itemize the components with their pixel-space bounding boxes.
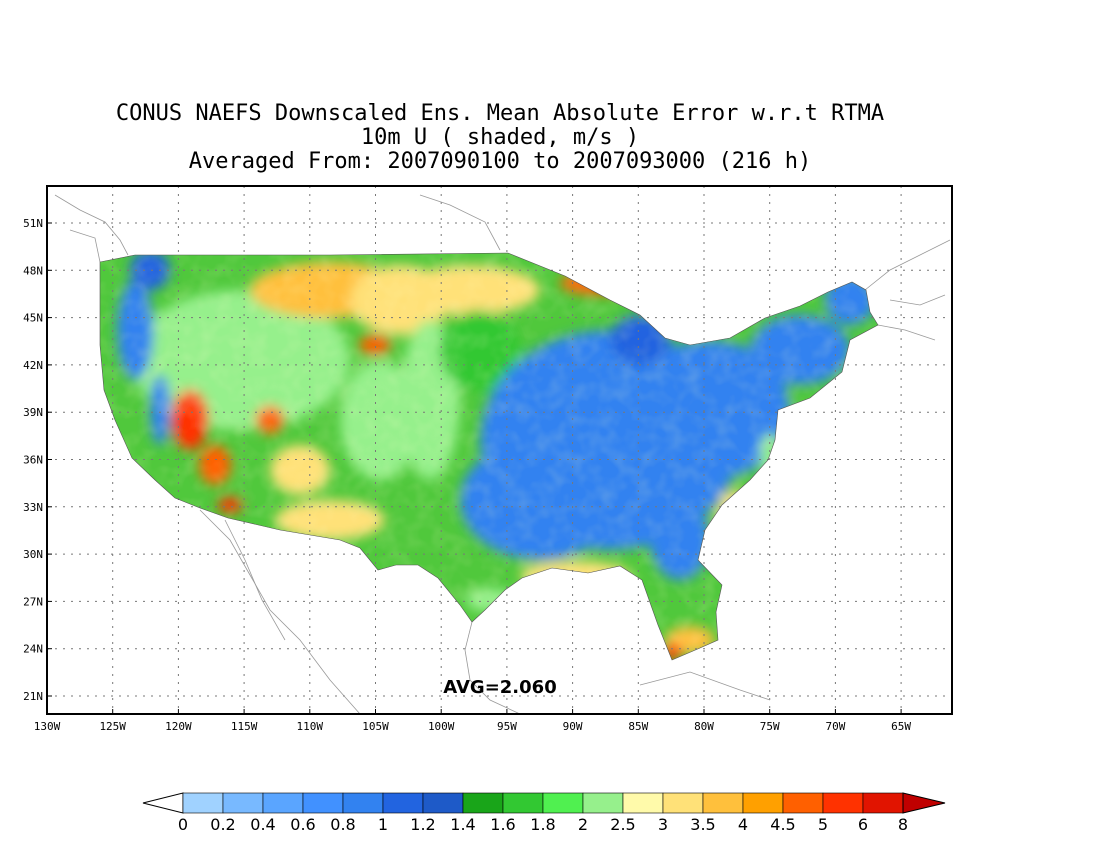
colorbar-label: 0.2 <box>210 815 235 834</box>
lon-tick-label: 85W <box>628 720 648 733</box>
colorbar-swatch <box>262 792 304 814</box>
lat-tick-label: 48N <box>23 264 43 277</box>
colorbar-swatch <box>622 792 664 814</box>
lat-tick-label: 21N <box>23 690 43 703</box>
lon-tick-label: 125W <box>99 720 126 733</box>
lat-tick-label: 36N <box>23 454 43 467</box>
colorbar-swatch <box>582 792 624 814</box>
chart-averaging-period: Averaged From: 2007090100 to 2007093000 … <box>188 149 812 174</box>
shaded-error-field <box>100 253 878 660</box>
colorbar-swatch <box>502 792 544 814</box>
lat-tick-label: 51N <box>23 217 43 230</box>
colorbar-swatch <box>542 792 584 814</box>
colorbar-swatch <box>302 792 344 814</box>
colorbar-label: 0.8 <box>330 815 355 834</box>
colorbar-swatch <box>702 792 744 814</box>
colorbar-upper-arrow <box>902 792 946 814</box>
lon-tick-label: 75W <box>760 720 780 733</box>
colorbar: 0 0.2 0.4 0.6 0.8 1 1.2 1.4 1.6 1.8 2 2.5 3 3.5 4 4.5 5 6… <box>142 792 946 834</box>
colorbar-swatch <box>862 792 904 814</box>
lat-tick-label: 39N <box>23 406 43 419</box>
colorbar-label: 1.8 <box>530 815 555 834</box>
lat-tick-label: 30N <box>23 548 43 561</box>
colorbar-swatch <box>222 792 264 814</box>
colorbar-swatch <box>742 792 784 814</box>
colorbar-swatch <box>382 792 424 814</box>
chart-title: CONUS NAEFS Downscaled Ens. Mean Absolut… <box>115 101 885 126</box>
lat-tick-label: 45N <box>23 312 43 325</box>
latitude-axis: 51N 48N 45N 42N 39N 36N 33N 30N 27N 24N 21N <box>23 217 52 703</box>
lat-tick-label: 42N <box>23 359 43 372</box>
colorbar-label: 0 <box>178 815 188 834</box>
colorbar-label: 5 <box>818 815 828 834</box>
colorbar-label: 0.4 <box>250 815 275 834</box>
lat-tick-label: 24N <box>23 643 43 656</box>
colorbar-label: 0.6 <box>290 815 315 834</box>
colorbar-label: 6 <box>858 815 868 834</box>
map-frame <box>46 185 953 715</box>
lon-tick-label: 65W <box>891 720 911 733</box>
colorbar-lower-arrow <box>142 792 184 814</box>
lon-tick-label: 120W <box>165 720 192 733</box>
lat-tick-label: 33N <box>23 501 43 514</box>
colorbar-swatch <box>422 792 464 814</box>
map-gridlines <box>47 186 952 714</box>
colorbar-swatch <box>782 792 824 814</box>
conus-outline <box>99 252 879 661</box>
chart-subtitle: 10m U ( shaded, m/s ) <box>360 125 640 150</box>
colorbar-label: 3.5 <box>690 815 715 834</box>
lon-tick-label: 115W <box>231 720 258 733</box>
lon-tick-label: 110W <box>297 720 324 733</box>
colorbar-label: 8 <box>898 815 908 834</box>
lon-tick-label: 90W <box>563 720 583 733</box>
colorbar-label: 4 <box>738 815 748 834</box>
lon-tick-label: 80W <box>694 720 714 733</box>
colorbar-label: 2.5 <box>610 815 635 834</box>
colorbar-label: 3 <box>658 815 668 834</box>
colorbar-swatch <box>342 792 384 814</box>
lon-tick-label: 70W <box>825 720 845 733</box>
lon-tick-label: 105W <box>362 720 389 733</box>
colorbar-swatch <box>182 792 224 814</box>
average-annotation: AVG=2.060 <box>443 677 556 698</box>
colorbar-swatch <box>462 792 504 814</box>
lon-tick-label: 100W <box>428 720 455 733</box>
lon-tick-label: 95W <box>497 720 517 733</box>
colorbar-label: 1 <box>378 815 388 834</box>
colorbar-swatch <box>662 792 704 814</box>
colorbar-label: 1.2 <box>410 815 435 834</box>
colorbar-swatch <box>822 792 864 814</box>
colorbar-label: 1.6 <box>490 815 515 834</box>
lat-tick-label: 27N <box>23 595 43 608</box>
colorbar-label: 2 <box>578 815 588 834</box>
longitude-axis: 130W 125W 120W 115W 110W 105W 100W 95W 90W 85W 80W… <box>34 709 911 733</box>
colorbar-label: 4.5 <box>770 815 795 834</box>
colorbar-label: 1.4 <box>450 815 475 834</box>
lon-tick-label: 130W <box>34 720 61 733</box>
coastlines <box>54 194 951 714</box>
